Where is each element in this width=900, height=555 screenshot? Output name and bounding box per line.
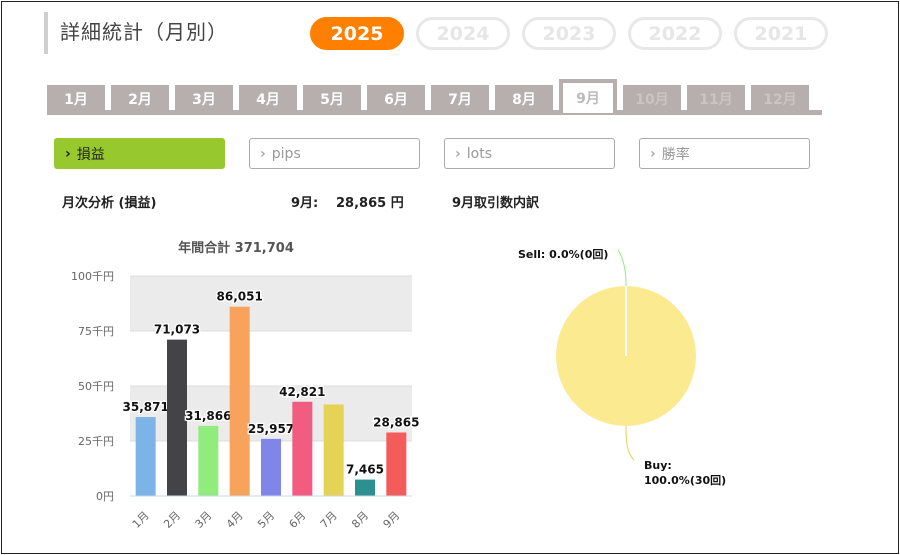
y-tick-label: 25千円	[78, 435, 114, 448]
data-label: 25,957	[248, 422, 294, 436]
sell-label: Sell: 0.0%(0回)	[518, 247, 608, 261]
month-tab-8[interactable]: 8月	[495, 85, 553, 113]
month-tab-6[interactable]: 6月	[367, 85, 425, 113]
x-tick-label: 7月	[318, 509, 340, 531]
chevron-right-icon: ›	[455, 145, 461, 162]
data-label: 35,871	[123, 400, 169, 414]
month-tab-1[interactable]: 1月	[47, 85, 105, 113]
filter-button-0[interactable]: › 損益	[54, 138, 225, 169]
month-tab-2[interactable]: 2月	[111, 85, 169, 113]
month-tab-10[interactable]: 10月	[623, 85, 681, 113]
filter-label: pips	[271, 145, 301, 162]
month-tab-4[interactable]: 4月	[239, 85, 297, 113]
x-tick-label: 1月	[130, 509, 152, 531]
chevron-right-icon: ›	[65, 145, 71, 162]
bar-9月	[386, 432, 407, 496]
bar-7月	[323, 404, 344, 496]
month-total-value: 28,865 円	[336, 196, 404, 211]
bar-6月	[292, 401, 313, 496]
year-tab-2022[interactable]: 2022	[628, 17, 722, 50]
filter-button-3[interactable]: › 勝率	[639, 138, 810, 169]
month-tab-11[interactable]: 11月	[687, 85, 745, 113]
filter-button-2[interactable]: › lots	[444, 138, 615, 169]
bar-3月	[198, 425, 219, 496]
x-tick-label: 6月	[287, 509, 309, 531]
month-tab-9[interactable]: 9月	[559, 79, 617, 113]
y-tick-label: 100千円	[71, 270, 114, 283]
data-label: 31,866	[185, 409, 231, 423]
data-label: 7,465	[346, 463, 384, 477]
buy-label: 100.0%(30回)	[644, 473, 726, 487]
metric-filters: › 損益 › pips › lots › 勝率	[54, 138, 810, 169]
data-label: 42,821	[279, 385, 325, 399]
page-title-block: 詳細統計（月別）	[44, 12, 228, 54]
year-tab-2025[interactable]: 2025	[310, 17, 404, 50]
data-label: 71,073	[154, 323, 200, 337]
trade-breakdown-pie-chart: Sell: 0.0%(0回) Buy:100.0%(30回)	[518, 247, 726, 487]
month-tab-5[interactable]: 5月	[303, 85, 361, 113]
filter-label: 損益	[76, 146, 105, 163]
x-tick-label: 3月	[193, 509, 215, 531]
y-tick-label: 75千円	[78, 325, 114, 338]
x-tick-label: 5月	[255, 509, 277, 531]
month-tab-3[interactable]: 3月	[175, 85, 233, 113]
chevron-right-icon: ›	[260, 145, 266, 162]
bar-5月	[261, 438, 281, 496]
year-tab-2024[interactable]: 2024	[416, 17, 510, 50]
monthly-profit-bar-chart: 0円 25千円 50千円 75千円 100千円 年間合計 371,704 35,871 1月 7…	[71, 240, 421, 531]
year-tabs: 2025 2024 2023 2022 2021	[310, 17, 828, 50]
y-tick-label: 50千円	[78, 380, 114, 393]
chevron-right-icon: ›	[650, 145, 656, 162]
filter-label: 勝率	[661, 146, 690, 163]
x-tick-label: 9月	[381, 509, 403, 531]
buy-connector	[625, 425, 635, 461]
chart-title: 年間合計 371,704	[178, 240, 294, 256]
month-tab-12[interactable]: 12月	[751, 85, 809, 113]
page-title: 詳細統計（月別）	[60, 20, 228, 44]
breakdown-label: 9月取引数内訳	[452, 196, 540, 211]
year-tab-2021[interactable]: 2021	[734, 17, 828, 50]
filter-label: lots	[466, 145, 493, 162]
monthly-analysis-label: 月次分析 (損益)	[62, 196, 157, 211]
x-tick-label: 8月	[349, 509, 371, 531]
bar-4月	[229, 306, 250, 496]
filter-button-1[interactable]: › pips	[249, 138, 420, 169]
data-label: 28,865	[373, 415, 419, 429]
month-total-label: 9月:	[291, 196, 319, 211]
x-tick-label: 2月	[161, 509, 183, 531]
bar-2月	[167, 339, 187, 496]
month-tab-7[interactable]: 7月	[431, 85, 489, 113]
x-tick-label: 4月	[224, 509, 246, 531]
month-tabs: 1月 2月 3月 4月 5月 6月 7月 8月 9月 10月 11月 12月	[47, 79, 822, 115]
year-tab-2023[interactable]: 2023	[522, 17, 616, 50]
data-label: 86,051	[217, 290, 263, 304]
bar-1月	[135, 417, 156, 496]
bar-8月	[355, 479, 375, 496]
y-tick-label: 0円	[96, 490, 114, 503]
sell-connector	[617, 249, 627, 287]
chart-band	[130, 276, 412, 331]
buy-label: Buy:	[644, 459, 672, 472]
